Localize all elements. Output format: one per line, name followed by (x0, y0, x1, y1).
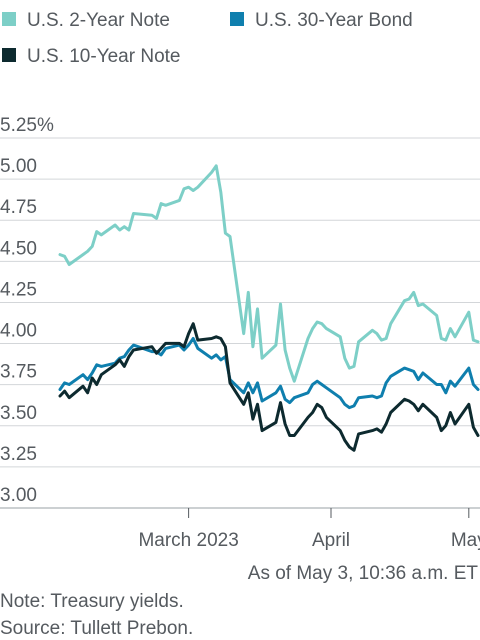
legend-item: U.S. 2-Year Note (2, 10, 170, 31)
gridlines (0, 137, 480, 509)
y-axis-tick-labels: 3.00 3.25 3.50 3.75 4.00 4.25 4.50 4.75 5.00 5.25… (0, 115, 54, 506)
x-tick-label: April (312, 530, 350, 551)
legend-label: U.S. 30-Year Bond (255, 10, 413, 31)
y-tick-label: 4.25 (0, 279, 37, 300)
note-text: Note: Treasury yields. (0, 591, 184, 612)
x-tick-label: May (451, 530, 480, 551)
legend-label: U.S. 10-Year Note (27, 46, 181, 67)
y-tick-label: 4.50 (0, 238, 37, 259)
x-tick-label: March 2023 (138, 530, 238, 551)
legend-item: U.S. 30-Year Bond (230, 10, 413, 31)
legend-swatch (2, 12, 16, 26)
series-line (58, 337, 480, 410)
y-tick-label: 4.75 (0, 197, 37, 218)
legend-item: U.S. 10-Year Note (2, 46, 181, 67)
y-tick-label: 5.25% (0, 115, 54, 136)
legend-label: U.S. 2-Year Note (27, 10, 170, 31)
x-axis: March 2023 April May (138, 508, 480, 551)
legend-swatch (230, 12, 244, 26)
series-lines (58, 164, 480, 452)
source-text: Source: Tullett Prebon. (0, 618, 193, 639)
y-tick-label: 5.00 (0, 156, 37, 177)
y-tick-label: 3.75 (0, 362, 37, 383)
y-tick-label: 4.00 (0, 321, 37, 342)
series-line (58, 322, 480, 452)
legend: U.S. 2-Year Note U.S. 30-Year Bond U.S. 10… (2, 10, 413, 67)
as-of-annotation: As of May 3, 10:36 a.m. ET (248, 563, 479, 584)
y-tick-label: 3.50 (0, 403, 37, 424)
y-tick-label: 3.00 (0, 485, 37, 506)
legend-swatch (2, 48, 16, 62)
y-tick-label: 3.25 (0, 444, 37, 465)
series-line (58, 164, 480, 383)
